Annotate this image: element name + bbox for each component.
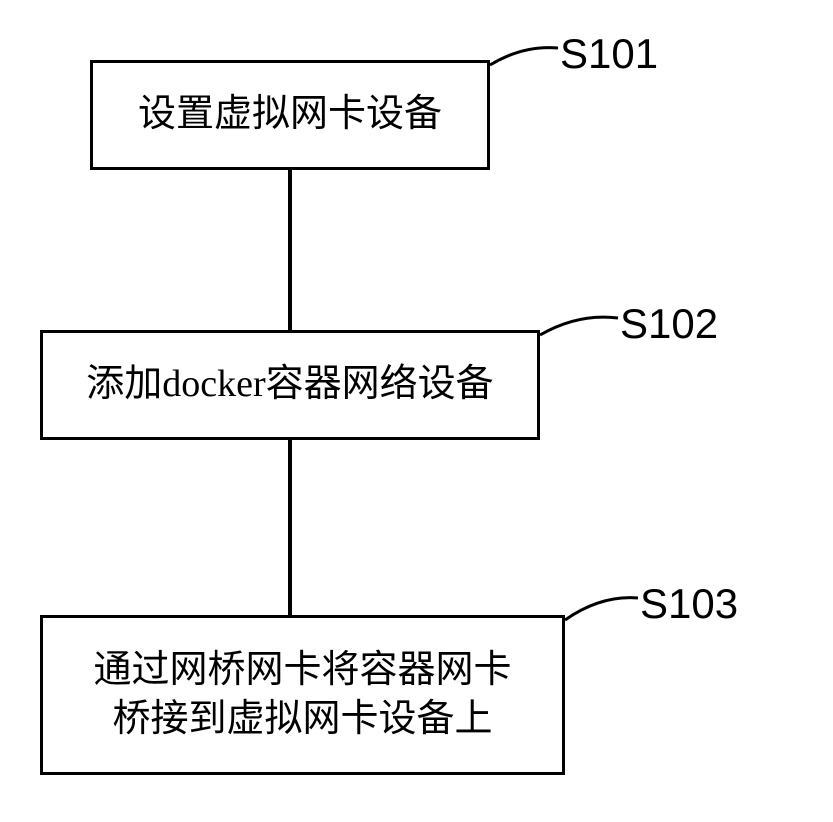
flowchart-container: 设置虚拟网卡设备 S101 添加docker容器网络设备 S102 通过网桥网卡… (0, 0, 833, 822)
step-2-label-curve (538, 308, 623, 343)
flowchart-step-3: 通过网桥网卡将容器网卡 桥接到虚拟网卡设备上 (40, 615, 565, 775)
step-2-text: 添加docker容器网络设备 (86, 360, 493, 409)
connector-2-3 (288, 440, 292, 615)
step-1-label: S101 (560, 30, 658, 78)
step-3-text-line2: 桥接到虚拟网卡设备上 (112, 695, 492, 744)
step-1-label-curve (488, 40, 563, 75)
step-3-text-line1: 通过网桥网卡将容器网卡 (93, 646, 511, 695)
flowchart-step-2: 添加docker容器网络设备 (40, 330, 540, 440)
step-1-text: 设置虚拟网卡设备 (138, 90, 442, 139)
flowchart-step-1: 设置虚拟网卡设备 (90, 60, 490, 170)
step-3-label-curve (563, 590, 643, 628)
connector-1-2 (288, 170, 292, 330)
step-2-label: S102 (620, 300, 718, 348)
step-3-label: S103 (640, 580, 738, 628)
